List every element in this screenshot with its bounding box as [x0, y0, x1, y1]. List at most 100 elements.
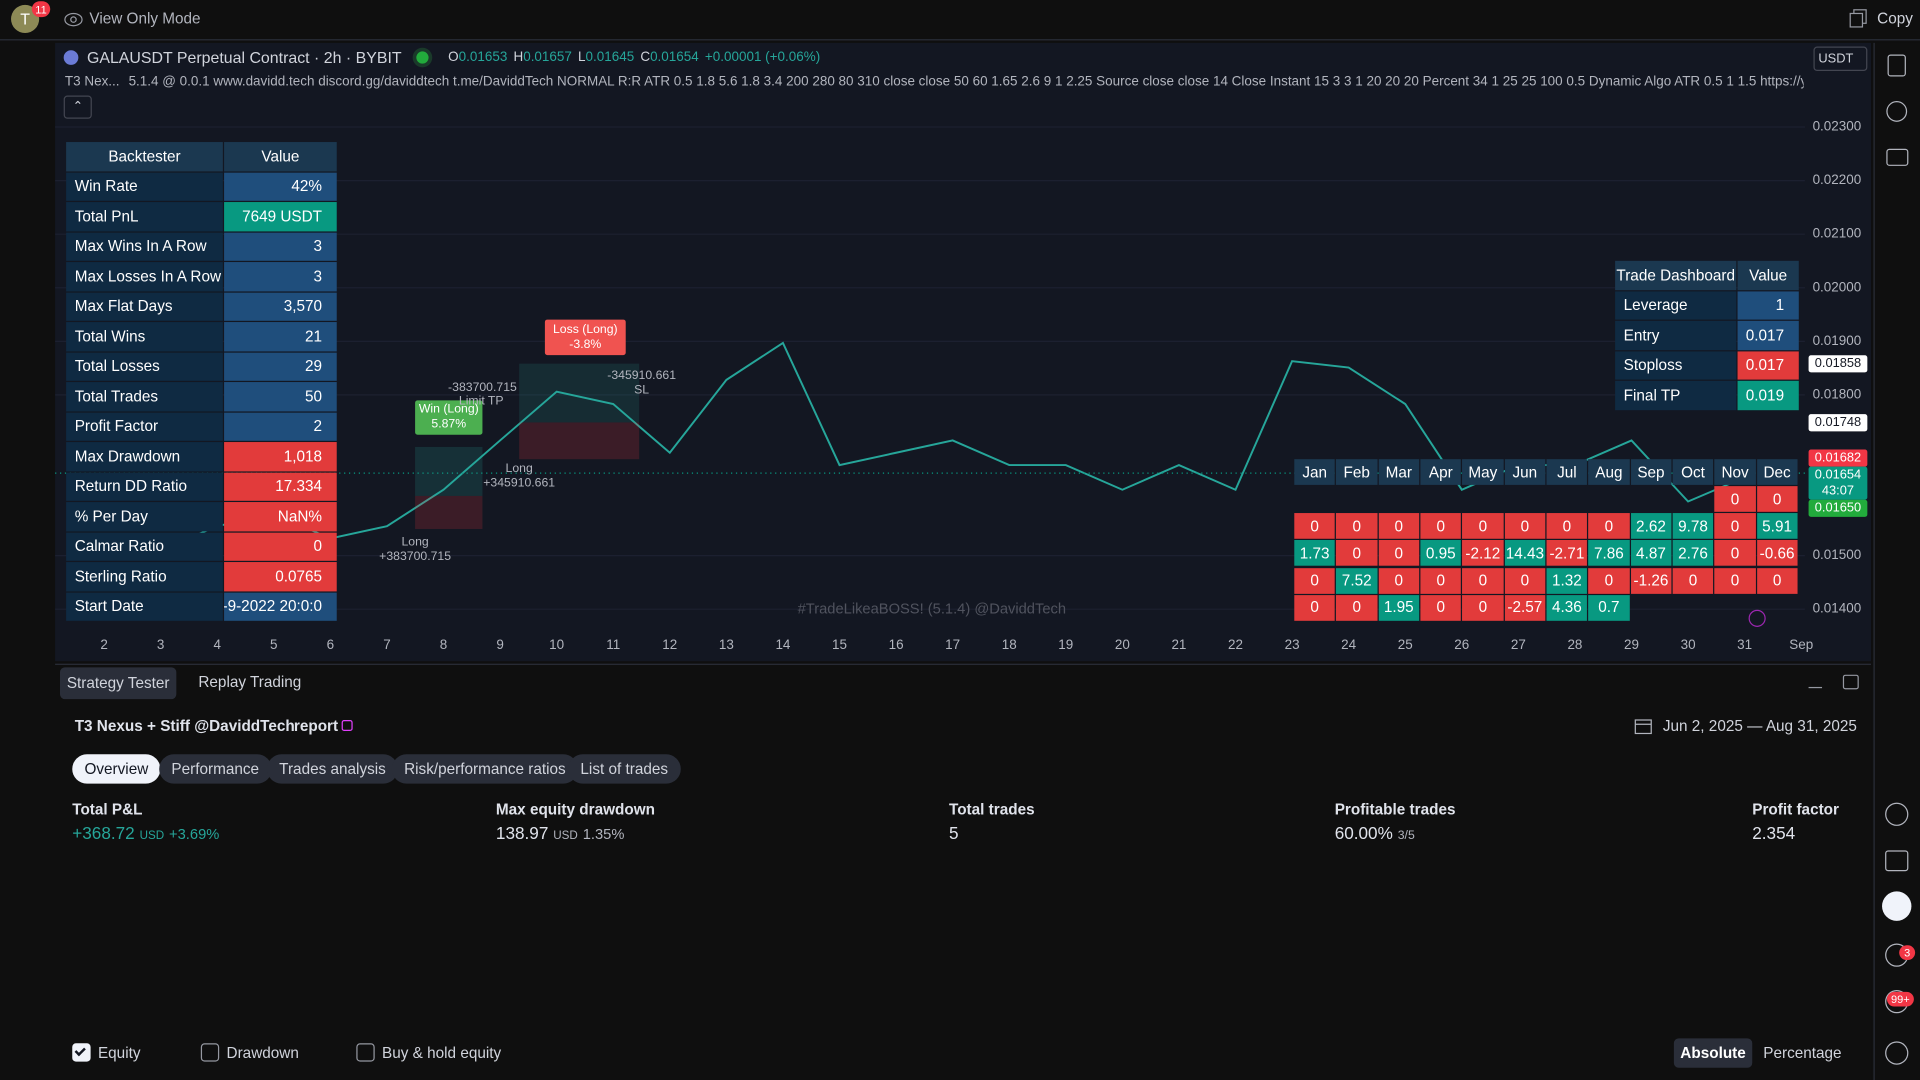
time-tick-label: 8	[440, 637, 447, 652]
collapse-button[interactable]: ⌃	[63, 95, 92, 119]
change: +0.00001 (+0.06%)	[704, 50, 821, 65]
table-value-cell: 17.334	[224, 472, 337, 501]
report-tab[interactable]: Trades analysis	[266, 754, 399, 784]
time-tick-label: 20	[1115, 637, 1130, 652]
table-label-cell: Win Rate	[66, 172, 223, 201]
time-tick-label: 31	[1737, 637, 1752, 652]
scale-mode[interactable]: Percentage	[1763, 1044, 1842, 1062]
toolbar-icons	[1882, 54, 1912, 1065]
report-tab[interactable]: Performance	[159, 754, 272, 784]
ideas-icon[interactable]	[1885, 802, 1909, 826]
loss-zone-profit	[519, 363, 640, 423]
time-tick-label: 27	[1511, 637, 1526, 652]
price-marker	[1808, 355, 1868, 373]
report-icon	[341, 720, 353, 732]
sl-value: -345910.661	[607, 369, 677, 383]
table-label-cell: Final TP	[1615, 380, 1737, 410]
long-label: Long	[505, 462, 533, 476]
maximize-button[interactable]	[1842, 674, 1859, 690]
price-marker	[1808, 466, 1868, 500]
scale-mode[interactable]: Absolute	[1673, 1038, 1753, 1068]
month-return: 0.95	[1420, 540, 1462, 567]
month-return: 9.78	[1672, 513, 1714, 540]
time-tick-label: 19	[1058, 637, 1073, 652]
month-return: -2.71	[1546, 540, 1588, 567]
table-value-cell: 0.0765	[224, 562, 337, 591]
month-return: 7.86	[1588, 540, 1630, 567]
table-value-cell: 29	[224, 352, 337, 381]
watchlist-icon[interactable]	[1887, 54, 1906, 77]
legend-checkbox[interactable]	[200, 1043, 220, 1062]
month-return: 0	[1504, 513, 1546, 540]
month-return: 0	[1714, 486, 1756, 512]
time-tick-label: 30	[1681, 637, 1696, 652]
legend-label[interactable]: Drawdown	[226, 1044, 299, 1062]
watermark: #TradeLikeaBOSS! (5.1.4) @DaviddTech	[797, 600, 1067, 618]
chat-icon[interactable]	[1886, 148, 1909, 166]
time-tick-label: 21	[1171, 637, 1186, 652]
month-header: Jan	[1294, 459, 1336, 485]
time-tick-label: 3	[157, 637, 164, 652]
table-label-cell: Return DD Ratio	[66, 472, 223, 501]
price-tick-label: 0.01400	[1813, 601, 1862, 616]
symbol-title[interactable]: GALAUSDT Perpetual Contract · 2h · BYBIT	[86, 48, 402, 67]
currency-select[interactable]: USDT	[1813, 46, 1868, 72]
month-return: 0	[1462, 594, 1504, 621]
metric-value-row: 5	[949, 823, 959, 843]
strategy-name[interactable]: T3 Nexus + Stiff @DaviddTech	[74, 717, 295, 735]
table-label-cell: Max Wins In A Row	[66, 232, 223, 261]
price-marker	[1808, 449, 1868, 467]
legend-label[interactable]: Equity	[97, 1044, 141, 1062]
time-tick-label: 9	[496, 637, 503, 652]
table-label-cell: Sterling Ratio	[66, 562, 223, 591]
month-return: 0	[1714, 540, 1756, 567]
report-tab[interactable]: Risk/performance ratios	[391, 754, 578, 784]
metric-unit: USD	[139, 828, 165, 843]
indicator-name[interactable]: T3 Nex...	[64, 74, 120, 90]
legend-checkbox[interactable]	[356, 1043, 375, 1062]
table-value-cell: 3	[224, 232, 337, 261]
price-line	[104, 341, 1746, 552]
legend-checkbox[interactable]	[72, 1043, 91, 1062]
report-tab[interactable]: List of trades	[568, 754, 681, 784]
date-range[interactable]: Jun 2, 2025 — Aug 31, 2025	[1662, 717, 1857, 735]
legend-label[interactable]: Buy & hold equity	[382, 1044, 502, 1062]
time-tick-label: 2	[100, 637, 107, 652]
metric-label: Profit factor	[1752, 800, 1839, 818]
report-label[interactable]: report	[293, 717, 339, 735]
month-return: 7.52	[1336, 567, 1378, 594]
metric-value: 60.00%	[1334, 822, 1393, 843]
price-marker-label: 0.01748	[1815, 414, 1861, 429]
month-return: 0	[1378, 513, 1420, 540]
copy-icon[interactable]	[1849, 9, 1869, 29]
month-return: 1.73	[1294, 540, 1336, 567]
long-label: Long	[401, 535, 429, 550]
open-label: O	[448, 50, 459, 65]
panel-tab[interactable]: Replay Trading	[198, 673, 302, 691]
copy-button[interactable]: Copy	[1877, 9, 1913, 27]
panel-tab[interactable]: Strategy Tester	[60, 667, 177, 700]
month-return: 0	[1546, 513, 1588, 540]
calendar-icon	[1634, 719, 1652, 735]
close-value: 0.01654	[650, 50, 699, 65]
table-label-cell: Stoploss	[1615, 350, 1737, 380]
month-return: 0	[1294, 567, 1336, 594]
month-return: 0	[1336, 594, 1378, 621]
table-label-cell: Total Losses	[66, 352, 223, 381]
apps-icon[interactable]	[1882, 891, 1912, 921]
table-value-cell: 0	[224, 532, 337, 561]
price-tick-label: 0.02000	[1813, 279, 1862, 294]
calendar-icon[interactable]	[1885, 850, 1909, 872]
minimize-button[interactable]	[1808, 686, 1823, 689]
price-marker	[1808, 414, 1868, 432]
table-value-cell: 1	[1737, 290, 1799, 320]
alerts-icon[interactable]	[1886, 101, 1908, 122]
flash-icon[interactable]	[1748, 609, 1766, 627]
month-header: Feb	[1336, 459, 1378, 485]
report-tab[interactable]: Overview	[72, 754, 161, 784]
table-label-cell: Leverage	[1615, 290, 1737, 320]
price-marker-label: 0.01650	[1815, 500, 1861, 515]
metric-label: Total P&L	[72, 800, 143, 818]
help-icon[interactable]	[1885, 1041, 1909, 1065]
